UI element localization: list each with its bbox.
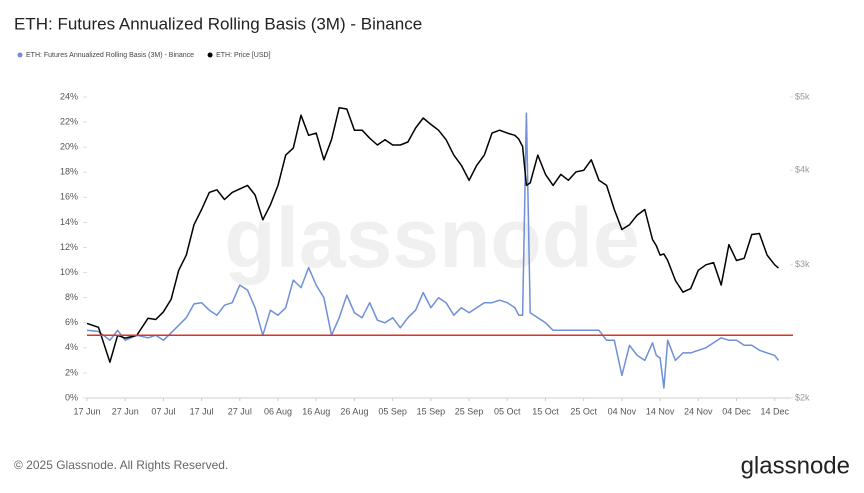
y-tick-label: 10% bbox=[60, 267, 78, 277]
x-tick-label: 07 Jul bbox=[151, 406, 175, 416]
x-tick-label: 17 Jun bbox=[73, 406, 100, 416]
x-tick-label: 25 Sep bbox=[455, 406, 484, 416]
x-tick-label: 24 Nov bbox=[684, 406, 713, 416]
legend-label: ETH: Futures Annualized Rolling Basis (3… bbox=[26, 52, 194, 59]
y2-tick-label: $3k bbox=[795, 259, 810, 269]
x-tick-label: 04 Dec bbox=[722, 406, 751, 416]
x-tick-label: 27 Jul bbox=[228, 406, 252, 416]
x-tick-label: 14 Nov bbox=[646, 406, 675, 416]
y2-tick-label: $5k bbox=[795, 91, 810, 101]
y-tick-label: 0% bbox=[65, 392, 78, 402]
series-line bbox=[86, 112, 780, 389]
x-tick-label: 16 Aug bbox=[302, 406, 330, 416]
x-tick-label: 26 Aug bbox=[340, 406, 368, 416]
x-tick-label: 25 Oct bbox=[570, 406, 597, 416]
x-tick-label: 05 Sep bbox=[378, 406, 407, 416]
y-tick-label: 14% bbox=[60, 217, 78, 227]
footer: © 2025 Glassnode. All Rights Reserved. bbox=[14, 458, 228, 472]
y2-tick-label: $4k bbox=[795, 165, 810, 175]
y-tick-label: 22% bbox=[60, 116, 78, 126]
y-tick-label: 6% bbox=[65, 317, 78, 327]
y-tick-label: 20% bbox=[60, 142, 78, 152]
x-tick-label: 27 Jun bbox=[112, 406, 139, 416]
x-tick-label: 14 Dec bbox=[760, 406, 789, 416]
series-line bbox=[86, 106, 779, 363]
x-tick-label: 06 Aug bbox=[264, 406, 292, 416]
legend-marker bbox=[17, 52, 23, 58]
y-tick-label: 4% bbox=[65, 342, 78, 352]
y-tick-label: 16% bbox=[60, 192, 78, 202]
x-tick-label: 04 Nov bbox=[608, 406, 637, 416]
y-tick-label: 2% bbox=[65, 367, 78, 377]
x-tick-label: 17 Jul bbox=[190, 406, 214, 416]
y-tick-label: 24% bbox=[60, 91, 78, 101]
watermark: glassnode bbox=[224, 191, 639, 285]
y2-tick-label: $2k bbox=[795, 392, 810, 402]
y-tick-label: 18% bbox=[60, 167, 78, 177]
legend-label: ETH: Price [USD] bbox=[216, 52, 271, 59]
logo: glassnode bbox=[741, 452, 850, 479]
legend-marker bbox=[207, 52, 213, 58]
chart-title: ETH: Futures Annualized Rolling Basis (3… bbox=[14, 14, 422, 33]
y-tick-label: 8% bbox=[65, 292, 78, 302]
x-tick-label: 15 Oct bbox=[532, 406, 559, 416]
x-tick-label: 15 Sep bbox=[417, 406, 446, 416]
x-tick-label: 05 Oct bbox=[494, 406, 521, 416]
y-tick-label: 12% bbox=[60, 242, 78, 252]
